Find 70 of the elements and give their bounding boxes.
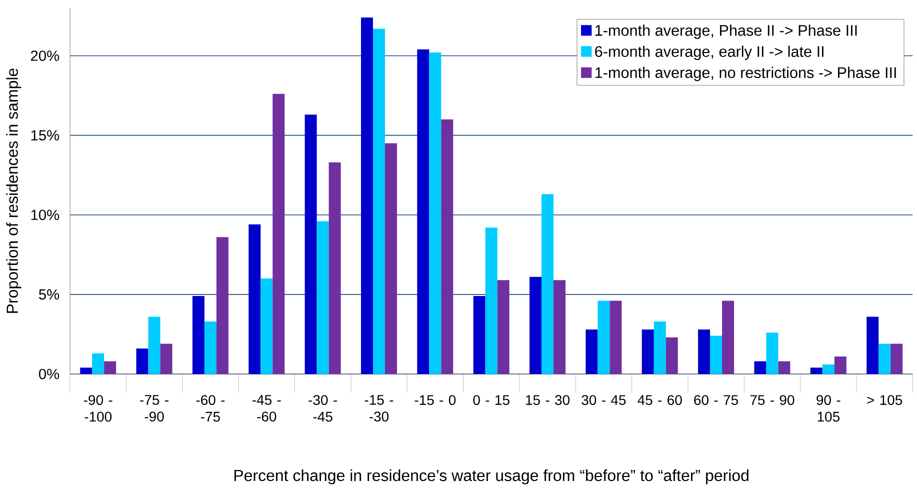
bar bbox=[384, 143, 397, 374]
bar bbox=[766, 332, 778, 374]
bar bbox=[710, 336, 722, 374]
x-axis-title: Percent change in residence’s water usage from “before” to “after” period bbox=[234, 469, 748, 484]
bar bbox=[304, 114, 317, 374]
bar bbox=[754, 361, 766, 374]
x-tick-label: 45 - 60 bbox=[638, 395, 682, 405]
bar bbox=[654, 321, 666, 374]
bar bbox=[542, 194, 554, 374]
bar bbox=[586, 329, 598, 374]
x-tick-label: 60 - 75 bbox=[694, 395, 738, 405]
x-tick-label: -15 - -30 bbox=[364, 395, 394, 422]
bar bbox=[160, 344, 172, 374]
bar bbox=[328, 162, 341, 374]
bar bbox=[722, 300, 734, 374]
x-tick-label: 90 - 105 bbox=[816, 395, 840, 422]
bar bbox=[372, 28, 385, 374]
bar bbox=[429, 52, 442, 374]
x-tick-label: 15 - 30 bbox=[526, 395, 570, 405]
bar bbox=[866, 316, 879, 374]
x-tick-label: -15 - 0 bbox=[414, 395, 456, 405]
bar bbox=[778, 361, 790, 374]
bar bbox=[272, 94, 285, 374]
x-tick-label: 0 - 15 bbox=[473, 395, 510, 405]
bar bbox=[598, 300, 610, 374]
bar bbox=[248, 224, 261, 374]
x-tick-label: -75 - -90 bbox=[140, 395, 168, 422]
bar bbox=[834, 356, 846, 374]
x-tick-label: -60 - -75 bbox=[196, 395, 225, 422]
bar bbox=[822, 364, 834, 374]
y-tick-label: 20% bbox=[30, 50, 60, 61]
legend-label: 1-month average, no restrictions -> Phase III bbox=[596, 66, 896, 82]
x-tick-label: > 105 bbox=[867, 395, 902, 405]
x-tick-label: -45 - -60 bbox=[252, 395, 281, 422]
bar bbox=[80, 368, 92, 374]
bar bbox=[316, 221, 329, 374]
bar bbox=[666, 337, 678, 374]
y-tick-label: 0% bbox=[38, 368, 60, 380]
bar bbox=[878, 344, 891, 374]
bar bbox=[260, 278, 273, 374]
y-tick-label: 10% bbox=[31, 210, 60, 220]
legend-label: 1-month average, Phase II -> Phase III bbox=[596, 24, 857, 39]
bar bbox=[497, 280, 510, 374]
bar bbox=[441, 119, 454, 374]
bar bbox=[810, 368, 822, 374]
bar bbox=[610, 300, 622, 374]
y-axis-title: Proportion of residences in sample bbox=[6, 68, 22, 313]
bar bbox=[473, 296, 486, 374]
bar bbox=[530, 276, 542, 374]
bar bbox=[417, 49, 430, 374]
x-tick-label: 75 - 90 bbox=[750, 395, 794, 405]
bar bbox=[485, 228, 498, 374]
bar bbox=[216, 237, 228, 374]
y-tick-label: 5% bbox=[38, 289, 60, 300]
x-tick-label: -90 - -100 bbox=[84, 395, 112, 422]
bar bbox=[104, 361, 116, 374]
bar bbox=[642, 329, 654, 374]
bar bbox=[890, 344, 903, 374]
bar bbox=[148, 316, 160, 374]
bar bbox=[204, 321, 216, 374]
bar bbox=[554, 280, 566, 374]
bar bbox=[136, 348, 148, 374]
bar bbox=[192, 296, 204, 374]
legend-label: 6-month average, early II -> late II bbox=[595, 46, 824, 60]
bar bbox=[698, 329, 710, 374]
bar bbox=[360, 18, 373, 374]
x-tick-label: -30 - -45 bbox=[308, 395, 337, 422]
y-tick-label: 15% bbox=[31, 130, 60, 140]
bar bbox=[92, 353, 104, 374]
x-tick-label: 30 - 45 bbox=[582, 395, 626, 405]
